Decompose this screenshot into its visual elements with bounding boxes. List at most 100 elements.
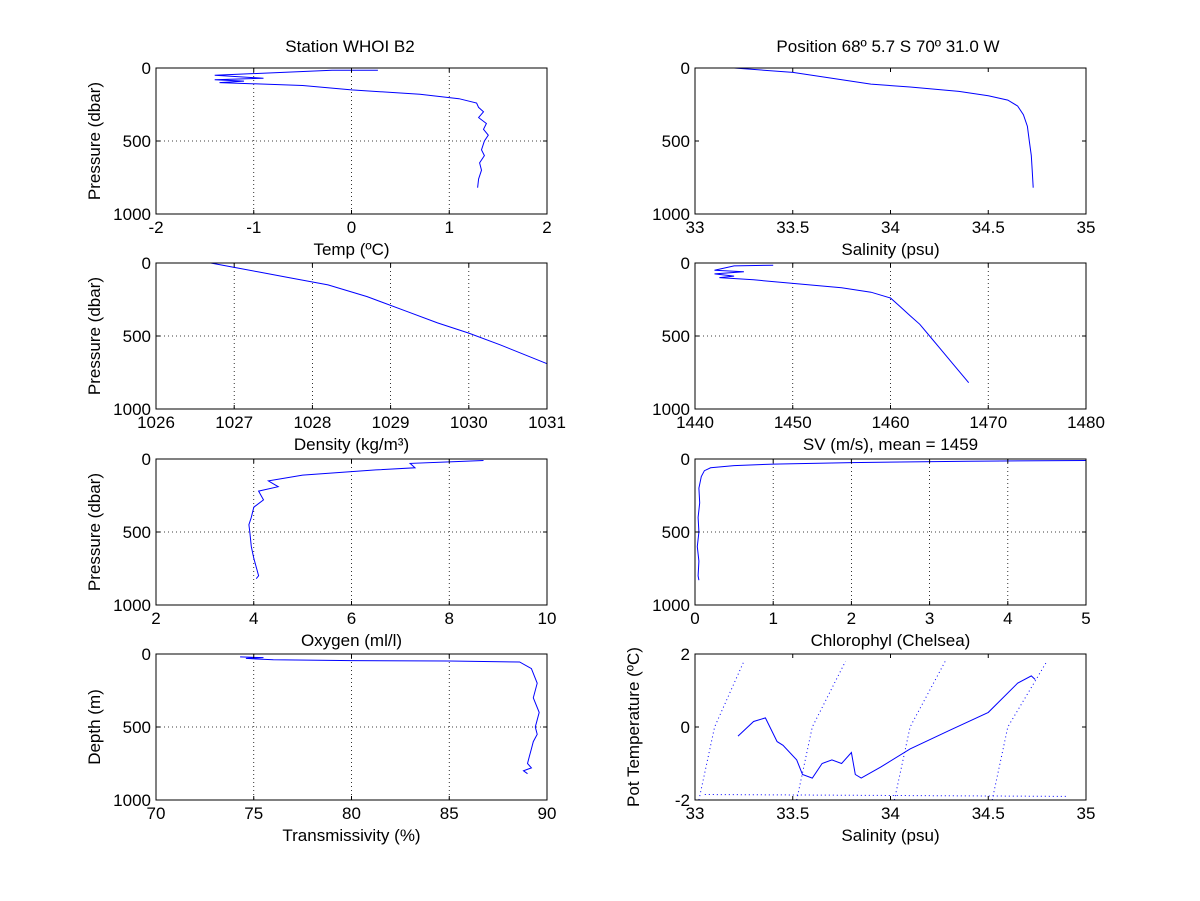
transmissivity-xtick-label-2: 80 (342, 804, 361, 823)
temp-xtick-label-3: 1 (445, 218, 454, 237)
salinity-xtick-label-0: 33 (686, 218, 705, 237)
ts-xtick-label-1: 33.5 (776, 804, 809, 823)
density-ylabel: Pressure (dbar) (85, 277, 104, 395)
ts-xlabel: Salinity (psu) (841, 826, 939, 845)
transmissivity-ylabel: Depth (m) (85, 689, 104, 765)
figure-title-right: Position 68º 5.7 S 70º 31.0 W (776, 37, 999, 56)
temp-xtick-label-2: 0 (347, 218, 356, 237)
chlorophyl-xtick-label-2: 2 (847, 609, 856, 628)
salinity-ytick-label-2: 1000 (652, 205, 690, 224)
temp-ytick-label-2: 1000 (113, 205, 151, 224)
panel-sv: 1440 1450 1460 1470 1480 0 500 1000 SV (m/s), me… (652, 254, 1105, 454)
ts-series-3 (796, 661, 846, 801)
transmissivity-ytick-label-0: 0 (142, 645, 151, 664)
sv-xtick-label-4: 1480 (1067, 413, 1105, 432)
sv-ytick-label-1: 500 (662, 327, 690, 346)
figure-title-left: Station WHOI B2 (285, 37, 414, 56)
sv-ytick-label-2: 1000 (652, 400, 690, 419)
ts-ytick-label-1: 0 (681, 718, 690, 737)
salinity-xtick-label-4: 35 (1077, 218, 1096, 237)
oxygen-ytick-label-0: 0 (142, 450, 151, 469)
ts-series-2 (698, 661, 745, 801)
transmissivity-ytick-label-1: 500 (123, 718, 151, 737)
transmissivity-xtick-label-1: 75 (244, 804, 263, 823)
temp-xtick-label-0: -2 (148, 218, 163, 237)
oxygen-ylabel: Pressure (dbar) (85, 473, 104, 591)
transmissivity-xtick-label-3: 85 (440, 804, 459, 823)
oxygen-xtick-label-1: 4 (249, 609, 258, 628)
chlorophyl-xtick-label-5: 5 (1081, 609, 1090, 628)
density-xtick-label-2: 1028 (293, 413, 331, 432)
temp-series-0 (214, 69, 489, 188)
sv-ytick-label-0: 0 (681, 254, 690, 273)
sv-series-0 (714, 264, 970, 384)
ts-ytick-label-0: -2 (675, 791, 690, 810)
panel-density: 1026 1027 1028 1029 1030 1031 0 500 1000 Density … (85, 254, 566, 454)
salinity-xtick-label-1: 33.5 (776, 218, 809, 237)
chlorophyl-xtick-label-3: 3 (925, 609, 934, 628)
density-xtick-label-5: 1031 (528, 413, 566, 432)
density-series-0 (210, 262, 548, 365)
temp-ylabel: Pressure (dbar) (85, 82, 104, 200)
oxygen-xtick-label-4: 10 (538, 609, 557, 628)
panel-oxygen: 2 4 6 8 10 0 500 1000 Oxygen (ml/l) Pressure (dba… (85, 450, 556, 650)
density-xtick-label-0: 1026 (137, 413, 175, 432)
transmissivity-xtick-label-0: 70 (147, 804, 166, 823)
panel-temp: -2 -1 0 1 2 0 500 1000 Temp (ºC) Pressure (dbar) (85, 59, 552, 259)
ts-ytick-label-2: 2 (681, 645, 690, 664)
oxygen-xtick-label-0: 2 (151, 609, 160, 628)
sv-xtick-label-1: 1450 (774, 413, 812, 432)
salinity-xtick-label-3: 34.5 (972, 218, 1005, 237)
panel-chlorophyl: 0 1 2 3 4 5 0 500 1000 Chlorophyl (Chelsea) (652, 450, 1091, 650)
temp-xtick-label-4: 2 (542, 218, 551, 237)
salinity-xlabel: Salinity (psu) (841, 240, 939, 259)
chlorophyl-xtick-label-1: 1 (768, 609, 777, 628)
sv-xtick-label-3: 1470 (969, 413, 1007, 432)
ts-axes-frame (694, 653, 1087, 801)
oxygen-series-0 (248, 460, 484, 580)
oxygen-xtick-label-3: 8 (445, 609, 454, 628)
density-xtick-label-1: 1027 (215, 413, 253, 432)
transmissivity-xtick-label-4: 90 (538, 804, 557, 823)
chlorophyl-xtick-label-0: 0 (690, 609, 699, 628)
panel-salinity: 33 33.5 34 34.5 35 0 500 1000 Salinity (psu) (652, 59, 1095, 259)
transmissivity-series-0 (240, 656, 540, 775)
temp-ytick-label-0: 0 (142, 59, 151, 78)
salinity-ytick-label-0: 0 (681, 59, 690, 78)
oxygen-ytick-label-2: 1000 (113, 596, 151, 615)
panel-ts: 33 33.5 34 34.5 35 -2 0 2 Salinity (psu) Pot Temp… (624, 645, 1095, 845)
panel-transmissivity: 70 75 80 85 90 0 500 1000 Transmissivity (%) Dept… (85, 645, 556, 845)
salinity-xtick-label-2: 34 (881, 218, 900, 237)
ts-series-5 (991, 661, 1048, 801)
ts-xtick-label-0: 33 (686, 804, 705, 823)
density-xtick-label-4: 1030 (450, 413, 488, 432)
chlorophyl-xtick-label-4: 4 (1003, 609, 1012, 628)
transmissivity-ytick-label-2: 1000 (113, 791, 151, 810)
transmissivity-xlabel: Transmissivity (%) (282, 826, 420, 845)
sv-xtick-label-2: 1460 (872, 413, 910, 432)
chlorophyl-ytick-label-0: 0 (681, 450, 690, 469)
temp-xtick-label-1: -1 (246, 218, 261, 237)
oxygen-xlabel: Oxygen (ml/l) (301, 631, 402, 650)
sv-xlabel: SV (m/s), mean = 1459 (803, 435, 978, 454)
oxygen-xtick-label-2: 6 (347, 609, 356, 628)
sv-xtick-label-0: 1440 (676, 413, 714, 432)
salinity-series-0 (734, 67, 1034, 188)
chlorophyl-ytick-label-1: 500 (662, 523, 690, 542)
ts-series-0 (737, 675, 1036, 779)
temp-ytick-label-1: 500 (123, 132, 151, 151)
density-xtick-label-3: 1029 (372, 413, 410, 432)
oxygen-ytick-label-1: 500 (123, 523, 151, 542)
ts-series-1 (704, 794, 1067, 797)
chlorophyl-series-0 (696, 460, 1087, 581)
salinity-ytick-label-1: 500 (662, 132, 690, 151)
density-ytick-label-1: 500 (123, 327, 151, 346)
temp-xlabel: Temp (ºC) (313, 240, 389, 259)
chlorophyl-ytick-label-2: 1000 (652, 596, 690, 615)
density-ytick-label-0: 0 (142, 254, 151, 273)
density-ytick-label-2: 1000 (113, 400, 151, 419)
ts-ylabel: Pot Temperature (ºC) (624, 647, 643, 807)
chlorophyl-xlabel: Chlorophyl (Chelsea) (811, 631, 971, 650)
density-xlabel: Density (kg/m³) (294, 435, 409, 454)
